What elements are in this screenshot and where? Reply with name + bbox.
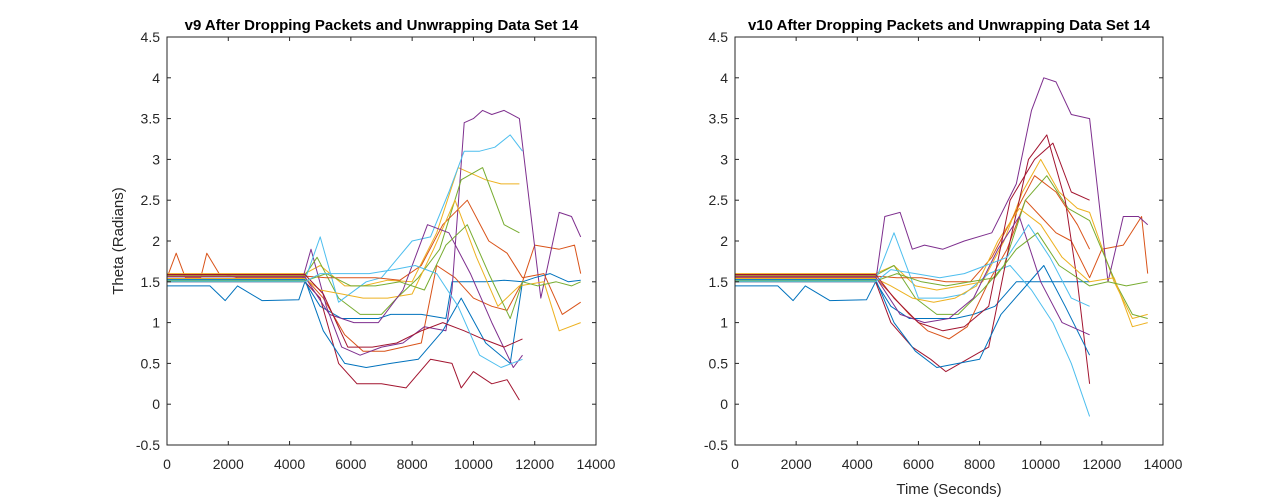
- left-x-tick-label: 2000: [213, 456, 244, 472]
- left-y-tick-label: 2: [152, 233, 160, 249]
- left-y-tick-label: 2.5: [141, 192, 161, 208]
- left-series-line-11: [167, 224, 523, 368]
- right-y-tick-label: 3: [720, 151, 728, 167]
- left-x-tick-label: 8000: [397, 456, 428, 472]
- right-series-line-1: [735, 281, 1090, 319]
- left-x-tick-label: 0: [163, 456, 171, 472]
- right-x-tick-label: 6000: [903, 456, 934, 472]
- right-x-tick-label: 2000: [781, 456, 812, 472]
- right-y-tick-label: -0.5: [704, 437, 728, 453]
- left-series-line-1: [167, 279, 523, 319]
- right-series-line-4: [735, 77, 1149, 283]
- right-series-line-9: [735, 175, 1091, 283]
- left-series-line-2: [166, 244, 582, 352]
- left-series-line-8: [167, 273, 581, 368]
- left-y-tick-label: -0.5: [136, 437, 160, 453]
- left-y-tick-label: 4.5: [141, 29, 161, 45]
- right-x-tick-label: 10000: [1021, 456, 1060, 472]
- left-series-line-3: [167, 167, 520, 287]
- right-y-tick-label: 2.5: [709, 192, 729, 208]
- right-chart-title: v10 After Dropping Packets and Unwrappin…: [748, 17, 1151, 34]
- right-series-line-7: [735, 134, 1091, 384]
- left-y-axis-label: Theta (Radians): [110, 187, 127, 295]
- right-tick-layer: 0 2000 4000 6000 8000 10000 12000 14000-0.500.5…: [704, 29, 1183, 472]
- left-y-tick-label: 4: [152, 70, 160, 86]
- right-x-tick-label: 14000: [1144, 456, 1183, 472]
- right-y-tick-label: 0.5: [709, 355, 729, 371]
- right-series-line-14: [735, 224, 1090, 307]
- left-series-line-5: [167, 167, 520, 315]
- left-series-line-4: [167, 109, 582, 356]
- right-series-line-12: [735, 232, 1148, 287]
- right-series-line-11: [735, 216, 1090, 336]
- left-y-tick-label: 1: [152, 315, 160, 331]
- left-series-layer: [166, 109, 582, 401]
- right-y-tick-label: 1.5: [709, 274, 729, 290]
- right-x-tick-label: 12000: [1082, 456, 1121, 472]
- left-series-line-6: [167, 134, 523, 303]
- right-series-layer: [735, 77, 1149, 417]
- right-x-tick-label: 0: [731, 456, 739, 472]
- left-x-tick-label: 6000: [335, 456, 366, 472]
- left-subplot: v9 After Dropping Packets and Unwrapping…: [110, 17, 616, 472]
- left-y-tick-label: 0.5: [141, 355, 161, 371]
- right-series-line-8: [735, 265, 1091, 368]
- left-series-line-14: [167, 265, 523, 368]
- right-subplot: v10 After Dropping Packets and Unwrappin…: [704, 17, 1183, 498]
- left-chart-title: v9 After Dropping Packets and Unwrapping…: [185, 17, 579, 34]
- left-y-tick-label: 1.5: [141, 274, 161, 290]
- left-series-line-9: [167, 199, 581, 315]
- left-series-line-12: [167, 224, 581, 319]
- right-axes-box: [734, 36, 1164, 446]
- right-series-line-5: [735, 175, 1148, 319]
- left-x-tick-label: 4000: [274, 456, 305, 472]
- left-y-tick-label: 3.5: [141, 111, 161, 127]
- right-x-axis-label: Time (Seconds): [896, 481, 1001, 498]
- left-series-line-13: [167, 274, 523, 348]
- right-y-tick-label: 4: [720, 70, 728, 86]
- left-series-line-10: [167, 199, 581, 332]
- left-series-line-7: [167, 281, 520, 401]
- left-tick-layer: 0 2000 4000 6000 8000 10000 12000 14000-0.500.5…: [136, 29, 616, 472]
- left-x-tick-label: 14000: [577, 456, 616, 472]
- left-x-tick-label: 10000: [454, 456, 493, 472]
- right-x-tick-label: 4000: [842, 456, 873, 472]
- left-axes-box: [166, 36, 597, 446]
- left-y-tick-label: 3: [152, 151, 160, 167]
- right-y-tick-label: 4.5: [709, 29, 729, 45]
- left-y-tick-label: 0: [152, 396, 160, 412]
- left-x-tick-label: 12000: [515, 456, 554, 472]
- right-y-tick-label: 2: [720, 233, 728, 249]
- right-y-tick-label: 3.5: [709, 111, 729, 127]
- right-x-tick-label: 8000: [964, 456, 995, 472]
- right-y-tick-label: 1: [720, 315, 728, 331]
- right-series-line-6: [735, 232, 1091, 417]
- right-y-tick-label: 0: [720, 396, 728, 412]
- right-series-line-3: [735, 158, 1148, 319]
- right-series-line-13: [735, 142, 1090, 332]
- right-series-line-10: [735, 207, 1148, 328]
